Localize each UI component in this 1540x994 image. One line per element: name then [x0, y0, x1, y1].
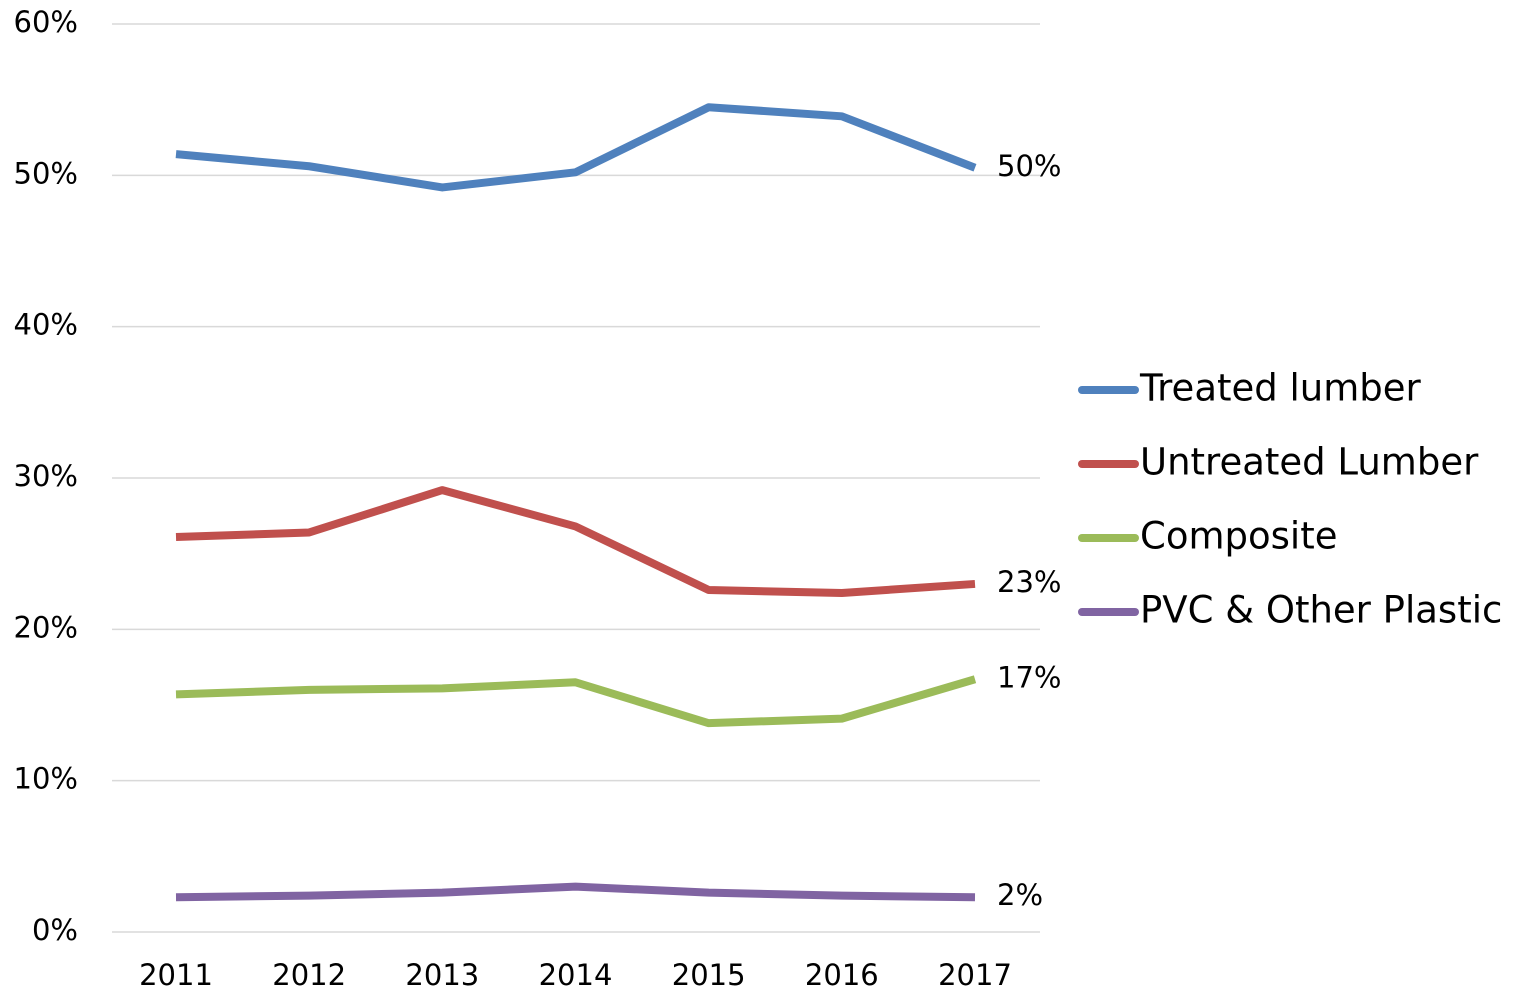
data-label: 2%	[997, 878, 1043, 912]
series-line	[175, 103, 977, 192]
legend-label: Treated lumber	[1139, 367, 1422, 410]
y-tick-label: 20%	[14, 610, 78, 644]
y-tick-label: 40%	[14, 308, 78, 342]
data-label: 23%	[997, 565, 1061, 599]
x-tick-label: 2016	[805, 958, 879, 992]
x-tick-label: 2011	[139, 958, 213, 992]
legend-label: Composite	[1140, 515, 1337, 558]
y-tick-label: 60%	[14, 5, 78, 39]
x-tick-label: 2017	[938, 958, 1012, 992]
legend-label: PVC & Other Plastic	[1140, 589, 1502, 632]
series-line	[175, 486, 976, 598]
x-tick-label: 2013	[405, 958, 479, 992]
data-label: 50%	[997, 149, 1061, 183]
x-tick-label: 2015	[672, 958, 746, 992]
y-tick-label: 10%	[14, 762, 78, 796]
data-label: 17%	[997, 660, 1061, 694]
legend-label: Untreated Lumber	[1140, 441, 1479, 484]
y-tick-label: 0%	[32, 913, 78, 947]
series-line	[175, 675, 977, 728]
x-tick-label: 2014	[539, 958, 613, 992]
x-tick-label: 2012	[272, 958, 346, 992]
y-tick-label: 50%	[14, 156, 78, 190]
series-line	[175, 882, 976, 902]
y-tick-label: 30%	[14, 459, 78, 493]
